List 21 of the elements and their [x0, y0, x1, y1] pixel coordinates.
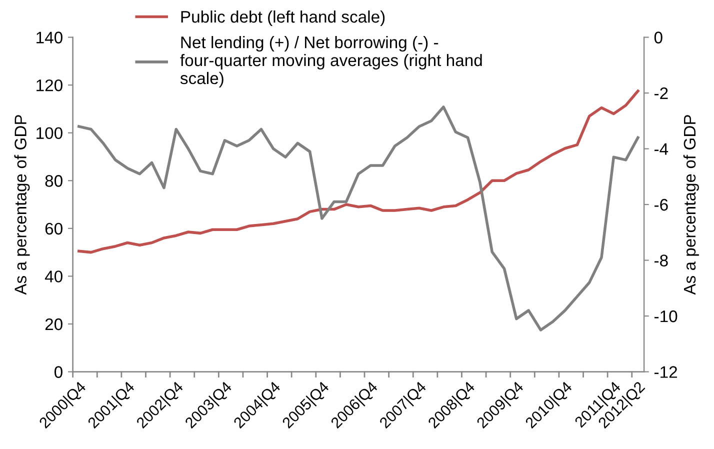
y-tick-label: 0 — [54, 366, 62, 378]
legend-label: Net lending (+) / Net borrowing (-) - four-quarter moving averages (right hand scale) — [180, 36, 482, 88]
line-series — [78, 106, 640, 332]
y2-tick-label: -6 — [654, 198, 668, 211]
y-tick-label: 140 — [36, 32, 62, 44]
y-tick-label: 100 — [36, 127, 62, 140]
y2-tick-label: -8 — [654, 254, 668, 266]
y-tick-label: 120 — [36, 79, 62, 92]
y2-axis-title: As a percentage of GDP — [683, 115, 699, 295]
y-tick-label: 40 — [44, 270, 62, 282]
y-tick-label: 60 — [45, 222, 62, 235]
line-series — [78, 90, 640, 254]
y2-tick-label: -4 — [654, 143, 668, 155]
y2-tick-label: -10 — [654, 310, 678, 322]
y2-tick-label: -12 — [654, 366, 677, 378]
y2-tick-label: 0 — [654, 32, 662, 44]
y-tick-label: 80 — [45, 175, 62, 187]
y2-tick-label: -2 — [654, 87, 668, 100]
legend-label: Public debt (left hand scale) — [181, 10, 385, 26]
y-axis-title: As a percentage of GDP — [14, 115, 30, 295]
y-tick-label: 20 — [45, 318, 62, 330]
